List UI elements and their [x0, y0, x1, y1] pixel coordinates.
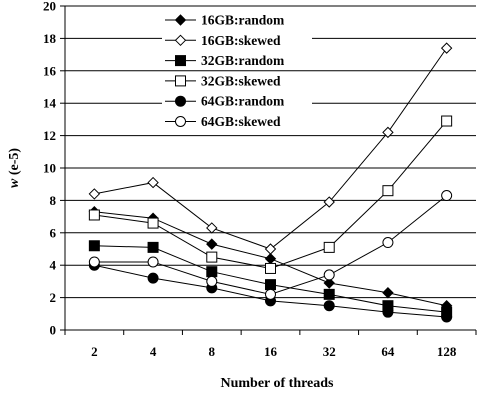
y-axis-label-unit: (e-5) — [7, 148, 22, 179]
data-point — [147, 176, 159, 189]
data-point — [323, 241, 335, 253]
series-32GB:skewed — [88, 115, 453, 274]
y-tick-label: 14 — [43, 96, 57, 111]
legend-marker — [175, 116, 186, 127]
legend-label: 32GB:random — [201, 53, 285, 68]
legend-item: 32GB:skewed — [162, 71, 312, 90]
data-point — [323, 277, 335, 289]
data-point — [88, 240, 100, 252]
data-point — [147, 272, 159, 284]
data-point — [382, 287, 394, 299]
data-point — [147, 241, 159, 253]
legend-item-bg — [162, 112, 312, 131]
data-point — [440, 42, 453, 54]
legend-marker — [175, 55, 186, 67]
series-16GB:skewed — [88, 42, 453, 255]
data-point — [382, 126, 394, 139]
data-point — [382, 237, 394, 249]
data-series — [88, 42, 453, 323]
y-tick-label: 18 — [43, 31, 57, 46]
data-point — [206, 275, 218, 287]
x-axis-label: Number of threads — [220, 376, 334, 391]
legend-label: 16GB:skewed — [201, 33, 281, 48]
data-point — [323, 288, 335, 300]
x-tick-label: 16 — [264, 344, 278, 359]
data-point — [88, 256, 100, 268]
y-tick-label: 0 — [50, 323, 57, 338]
y-axis-label-symbol: w — [7, 178, 22, 188]
legend-item: 16GB:random — [162, 11, 312, 29]
legend-item-bg — [162, 51, 312, 70]
data-point — [265, 288, 276, 300]
x-tick-label: 128 — [437, 344, 457, 359]
data-point — [206, 251, 218, 263]
data-point — [323, 196, 335, 208]
data-point — [382, 185, 394, 197]
legend-marker — [175, 75, 186, 87]
x-tick-labels: 2 4 8 16 32 64 128 — [91, 344, 457, 359]
legend-label: 64GB:random — [201, 94, 285, 109]
data-point — [441, 311, 453, 323]
data-point — [323, 269, 335, 281]
legend-item: 64GB:skewed — [162, 112, 312, 131]
legend-marker — [174, 34, 187, 47]
legend-item-bg — [162, 71, 312, 90]
legend-item-bg — [162, 92, 312, 111]
series-64GB:skewed — [88, 190, 453, 300]
data-point — [88, 209, 100, 221]
legend-item: 16GB:skewed — [162, 31, 312, 50]
legend-item: 32GB:random — [162, 51, 312, 70]
data-point — [88, 188, 101, 200]
legend: 16GB:random 16GB:skewed 32GB:random 32GB:sk… — [162, 11, 312, 131]
legend-label: 32GB:skewed — [201, 73, 281, 88]
data-point — [441, 190, 453, 202]
y-tick-label: 2 — [50, 290, 57, 305]
legend-item-bg — [162, 11, 312, 29]
legend-marker — [175, 95, 186, 107]
data-point — [441, 115, 453, 127]
x-tick-label: 64 — [381, 344, 395, 359]
y-tick-label: 8 — [50, 193, 57, 208]
legend-label: 16GB:random — [201, 13, 285, 28]
data-point — [323, 300, 335, 312]
data-point — [382, 306, 394, 318]
legend-item: 64GB:random — [162, 92, 312, 111]
x-tick-label: 2 — [91, 344, 98, 359]
y-tick-label: 16 — [43, 63, 57, 78]
data-point — [147, 256, 159, 268]
y-axis-label: w (e-5) — [7, 148, 22, 188]
y-tick-label: 20 — [43, 0, 56, 14]
data-point — [265, 262, 276, 274]
x-tick-label: 32 — [323, 344, 336, 359]
y-tick-label: 10 — [43, 161, 56, 176]
axes — [60, 5, 477, 335]
legend-label: 64GB:skewed — [201, 114, 281, 129]
y-tick-label: 4 — [50, 258, 57, 273]
legend-item-bg — [162, 31, 312, 50]
y-tick-label: 12 — [43, 128, 56, 143]
data-point — [265, 279, 276, 291]
x-tick-label: 8 — [209, 344, 216, 359]
data-point — [206, 238, 218, 250]
data-point — [206, 266, 218, 278]
data-point — [147, 217, 159, 229]
data-point — [264, 253, 277, 265]
x-tick-label: 4 — [150, 344, 157, 359]
legend-marker — [174, 14, 187, 26]
data-point — [206, 222, 218, 234]
y-tick-labels: 0 2 4 6 8 10 12 14 16 18 20 — [43, 0, 57, 338]
data-point — [264, 243, 277, 255]
y-tick-label: 6 — [50, 225, 57, 240]
